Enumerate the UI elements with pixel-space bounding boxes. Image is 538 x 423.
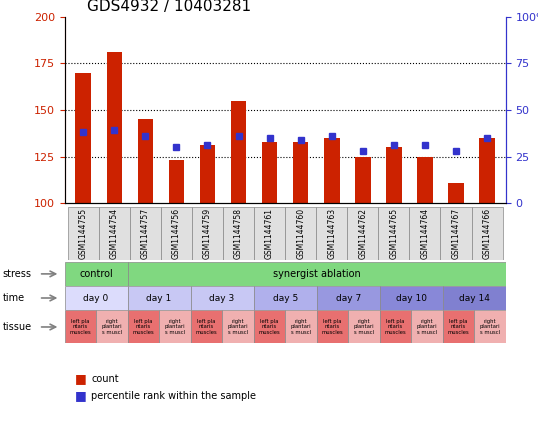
- Text: day 1: day 1: [146, 294, 172, 302]
- FancyBboxPatch shape: [316, 207, 347, 260]
- FancyBboxPatch shape: [285, 207, 316, 260]
- Text: GSM1144757: GSM1144757: [141, 208, 150, 259]
- Bar: [138, 119, 153, 203]
- Text: GSM1144762: GSM1144762: [358, 208, 367, 259]
- Text: day 3: day 3: [209, 294, 235, 302]
- Bar: [168, 160, 184, 203]
- Bar: [75, 73, 91, 203]
- FancyBboxPatch shape: [68, 207, 99, 260]
- FancyBboxPatch shape: [474, 310, 506, 343]
- Bar: [479, 138, 495, 203]
- Text: GSM1144760: GSM1144760: [296, 208, 305, 259]
- Text: left pla
ntaris
muscles: left pla ntaris muscles: [259, 319, 280, 335]
- FancyBboxPatch shape: [65, 310, 96, 343]
- Text: GSM1144765: GSM1144765: [390, 208, 398, 259]
- FancyBboxPatch shape: [96, 310, 128, 343]
- Text: GSM1144763: GSM1144763: [327, 208, 336, 259]
- FancyBboxPatch shape: [159, 310, 190, 343]
- FancyBboxPatch shape: [443, 310, 474, 343]
- FancyBboxPatch shape: [471, 207, 502, 260]
- FancyBboxPatch shape: [253, 286, 317, 310]
- Text: stress: stress: [3, 269, 32, 279]
- Bar: [231, 101, 246, 203]
- Text: left pla
ntaris
muscles: left pla ntaris muscles: [132, 319, 154, 335]
- FancyBboxPatch shape: [128, 286, 190, 310]
- FancyBboxPatch shape: [130, 207, 161, 260]
- Text: count: count: [91, 374, 119, 384]
- Bar: [355, 157, 371, 203]
- FancyBboxPatch shape: [128, 310, 159, 343]
- Bar: [107, 52, 122, 203]
- Bar: [417, 157, 433, 203]
- Text: right
plantari
s muscl: right plantari s muscl: [102, 319, 122, 335]
- FancyBboxPatch shape: [253, 310, 285, 343]
- Text: right
plantari
s muscl: right plantari s muscl: [291, 319, 311, 335]
- FancyBboxPatch shape: [317, 286, 380, 310]
- FancyBboxPatch shape: [443, 286, 506, 310]
- Bar: [200, 146, 215, 203]
- Bar: [262, 142, 278, 203]
- FancyBboxPatch shape: [317, 310, 348, 343]
- FancyBboxPatch shape: [254, 207, 285, 260]
- FancyBboxPatch shape: [190, 310, 222, 343]
- FancyBboxPatch shape: [409, 207, 441, 260]
- Text: GSM1144758: GSM1144758: [234, 208, 243, 259]
- FancyBboxPatch shape: [190, 286, 253, 310]
- FancyBboxPatch shape: [128, 262, 506, 286]
- Text: left pla
ntaris
muscles: left pla ntaris muscles: [448, 319, 469, 335]
- Text: time: time: [3, 293, 25, 303]
- Text: percentile rank within the sample: percentile rank within the sample: [91, 390, 257, 401]
- Text: GSM1144764: GSM1144764: [420, 208, 429, 259]
- Text: ■: ■: [75, 389, 87, 402]
- Text: day 5: day 5: [273, 294, 298, 302]
- FancyBboxPatch shape: [380, 286, 443, 310]
- FancyBboxPatch shape: [411, 310, 443, 343]
- Text: GSM1144759: GSM1144759: [203, 208, 212, 259]
- Bar: [448, 183, 464, 203]
- Text: GSM1144755: GSM1144755: [79, 208, 88, 259]
- Text: right
plantari
s muscl: right plantari s muscl: [165, 319, 185, 335]
- Text: GSM1144767: GSM1144767: [451, 208, 461, 259]
- FancyBboxPatch shape: [161, 207, 192, 260]
- Text: right
plantari
s muscl: right plantari s muscl: [480, 319, 500, 335]
- FancyBboxPatch shape: [348, 310, 380, 343]
- Bar: [324, 138, 339, 203]
- Text: left pla
ntaris
muscles: left pla ntaris muscles: [69, 319, 91, 335]
- FancyBboxPatch shape: [223, 207, 254, 260]
- Text: GSM1144754: GSM1144754: [110, 208, 119, 259]
- FancyBboxPatch shape: [378, 207, 409, 260]
- FancyBboxPatch shape: [380, 310, 411, 343]
- Text: ■: ■: [75, 372, 87, 385]
- FancyBboxPatch shape: [99, 207, 130, 260]
- FancyBboxPatch shape: [222, 310, 253, 343]
- Text: right
plantari
s muscl: right plantari s muscl: [228, 319, 248, 335]
- Text: day 14: day 14: [459, 294, 490, 302]
- Text: GSM1144761: GSM1144761: [265, 208, 274, 259]
- Text: left pla
ntaris
muscles: left pla ntaris muscles: [195, 319, 217, 335]
- Text: day 0: day 0: [83, 294, 109, 302]
- Bar: [386, 147, 402, 203]
- Bar: [293, 142, 308, 203]
- Text: tissue: tissue: [3, 322, 32, 332]
- Text: right
plantari
s muscl: right plantari s muscl: [416, 319, 437, 335]
- Text: day 10: day 10: [395, 294, 427, 302]
- Text: day 7: day 7: [336, 294, 361, 302]
- FancyBboxPatch shape: [65, 286, 128, 310]
- FancyBboxPatch shape: [441, 207, 471, 260]
- FancyBboxPatch shape: [347, 207, 378, 260]
- Text: right
plantari
s muscl: right plantari s muscl: [353, 319, 374, 335]
- Text: synergist ablation: synergist ablation: [273, 269, 360, 279]
- Text: GSM1144766: GSM1144766: [483, 208, 492, 259]
- FancyBboxPatch shape: [285, 310, 317, 343]
- Text: GSM1144756: GSM1144756: [172, 208, 181, 259]
- Text: GDS4932 / 10403281: GDS4932 / 10403281: [87, 0, 251, 14]
- FancyBboxPatch shape: [65, 262, 128, 286]
- FancyBboxPatch shape: [192, 207, 223, 260]
- Text: control: control: [79, 269, 113, 279]
- Text: left pla
ntaris
muscles: left pla ntaris muscles: [322, 319, 343, 335]
- Text: left pla
ntaris
muscles: left pla ntaris muscles: [385, 319, 406, 335]
